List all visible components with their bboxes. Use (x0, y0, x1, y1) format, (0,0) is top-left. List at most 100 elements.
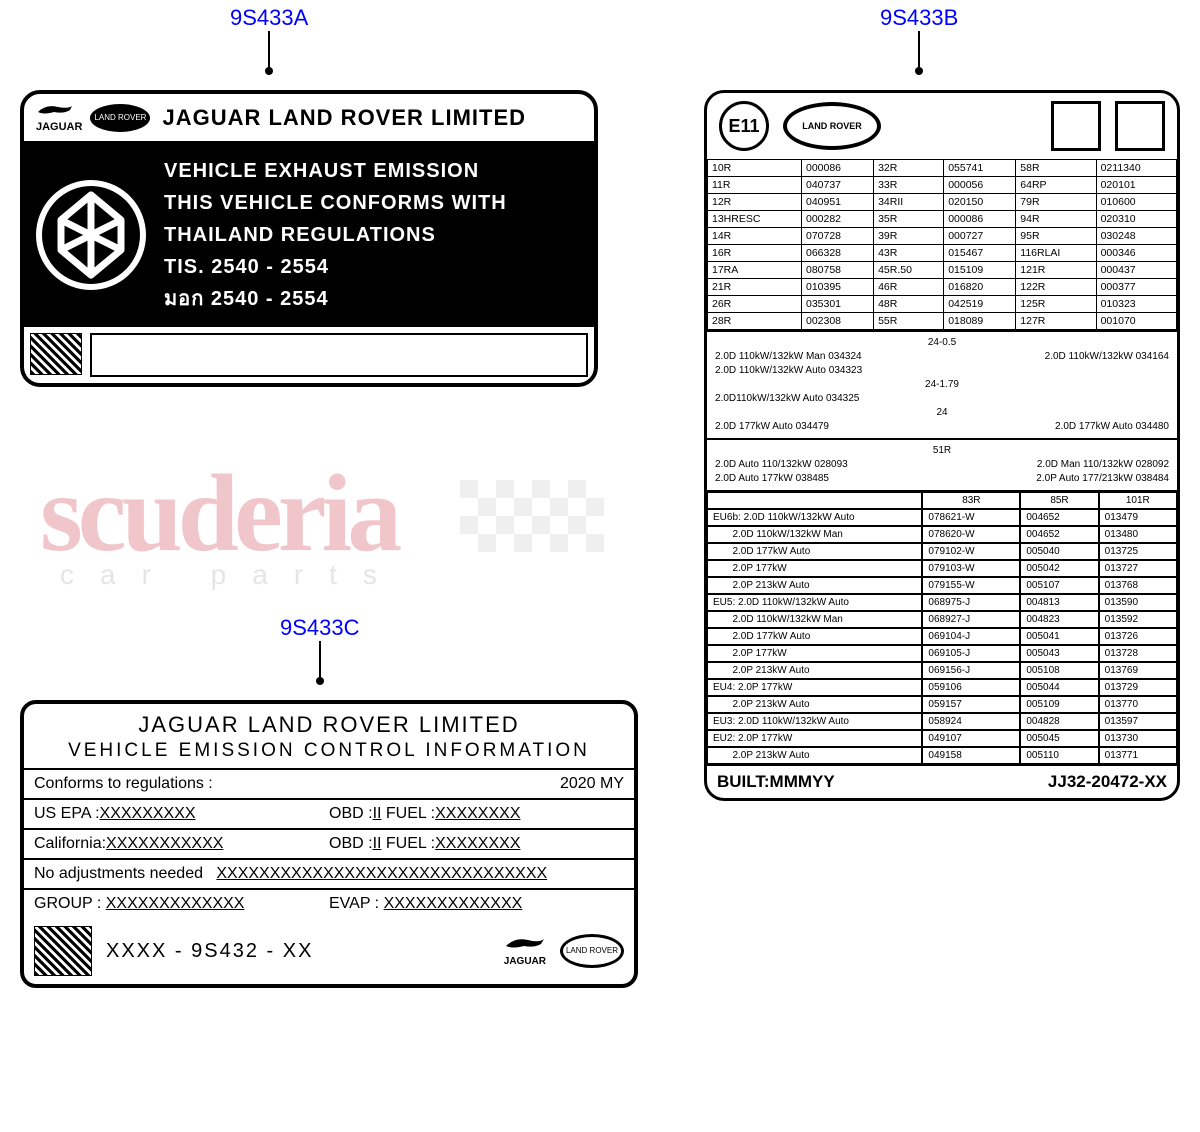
hatch-box-icon (30, 333, 82, 375)
table-cell: EU4: 2.0P 177kW (707, 679, 922, 696)
blank-field (90, 333, 588, 377)
grid-cell: 11R (708, 177, 802, 194)
section-51r: 51R 2.0D Auto 110/132kW 0280932.0D Man 1… (707, 438, 1177, 490)
table-cell: 013479 (1099, 509, 1177, 526)
grid-cell: 125R (1016, 296, 1096, 313)
table-cell: 013771 (1099, 747, 1177, 764)
grid-cell: 040737 (801, 177, 873, 194)
grid-cell: 21R (708, 279, 802, 296)
landrover-logo: LAND ROVER (90, 104, 150, 132)
table-cell: 059157 (922, 696, 1020, 713)
table-header: 83R (922, 492, 1020, 509)
grid-cell: 17RA (708, 262, 802, 279)
table-cell: 005044 (1020, 679, 1098, 696)
grid-cell: 45R.50 (874, 262, 944, 279)
emission-text: VEHICLE EXHAUST EMISSION THIS VEHICLE CO… (164, 155, 507, 315)
grid-cell: 020101 (1096, 177, 1176, 194)
grid-cell: 010600 (1096, 194, 1176, 211)
table-cell: 005040 (1020, 543, 1098, 560)
grid-cell: 43R (874, 245, 944, 262)
grid-cell: 066328 (801, 245, 873, 262)
grid-cell: 122R (1016, 279, 1096, 296)
table-cell: EU3: 2.0D 110kW/132kW Auto (707, 713, 922, 730)
watermark: scuderia car parts (40, 450, 403, 591)
grid-cell: 015467 (944, 245, 1016, 262)
grid-cell: 116RLAI (1016, 245, 1096, 262)
table-cell: 2.0P 213kW Auto (707, 577, 922, 594)
table-cell: 2.0D 177kW Auto (707, 543, 922, 560)
grid-cell: 030248 (1096, 228, 1176, 245)
callout-c: 9S433C (280, 615, 360, 685)
table-cell: 005109 (1020, 696, 1098, 713)
grid-cell: 79R (1016, 194, 1096, 211)
grid-cell: 000056 (944, 177, 1016, 194)
grid-cell: 13HRESC (708, 211, 802, 228)
grid-cell: 121R (1016, 262, 1096, 279)
grid-cell: 080758 (801, 262, 873, 279)
grid-cell: 016820 (944, 279, 1016, 296)
callout-b: 9S433B (880, 5, 958, 75)
watermark-subtext: car parts (60, 559, 403, 591)
grid-cell: 000377 (1096, 279, 1176, 296)
table-cell: 2.0P 213kW Auto (707, 662, 922, 679)
table-cell: 004652 (1020, 509, 1098, 526)
grid-cell: 042519 (944, 296, 1016, 313)
table-cell: EU2: 2.0P 177kW (707, 730, 922, 747)
table-cell: 069105-J (922, 645, 1020, 662)
grid-cell: 95R (1016, 228, 1096, 245)
watermark-text: scuderia (40, 450, 403, 577)
table-header: 101R (1099, 492, 1177, 509)
table-cell: 059106 (922, 679, 1020, 696)
table-cell: 013726 (1099, 628, 1177, 645)
conforms-row: Conforms to regulations : 2020 MY (24, 770, 634, 800)
table-cell: 2.0D 110kW/132kW Man (707, 611, 922, 628)
grid-cell: 12R (708, 194, 802, 211)
grid-cell: 64RP (1016, 177, 1096, 194)
table-cell: 013728 (1099, 645, 1177, 662)
built-row: BUILT:MMMYY JJ32-20472-XX (707, 764, 1177, 798)
grid-cell: 000086 (801, 160, 873, 177)
grid-cell: 000437 (1096, 262, 1176, 279)
table-cell: 005041 (1020, 628, 1098, 645)
table-cell: 004828 (1020, 713, 1098, 730)
e11-mark: E11 (719, 101, 769, 151)
grid-cell: 55R (874, 313, 944, 330)
table-header (707, 492, 922, 509)
grid-cell: 28R (708, 313, 802, 330)
table-cell: 013768 (1099, 577, 1177, 594)
approval-grid: 10R00008632R05574158R021134011R04073733R… (707, 159, 1177, 330)
grid-cell: 33R (874, 177, 944, 194)
label-title: VEHICLE EMISSION CONTROL INFORMATION (24, 740, 634, 770)
table-cell: 013590 (1099, 594, 1177, 611)
table-cell: 2.0P 213kW Auto (707, 747, 922, 764)
table-cell: 013480 (1099, 526, 1177, 543)
table-cell: 005107 (1020, 577, 1098, 594)
table-cell: 2.0D 177kW Auto (707, 628, 922, 645)
thai-standard-icon (36, 180, 146, 290)
group-evap-row: GROUP : XXXXXXXXXXXXX EVAP : XXXXXXXXXXX… (24, 890, 634, 918)
table-cell: EU6b: 2.0D 110kW/132kW Auto (707, 509, 922, 526)
grid-cell: 127R (1016, 313, 1096, 330)
table-cell: 049107 (922, 730, 1020, 747)
company-name: JAGUAR LAND ROVER LIMITED (24, 704, 634, 740)
table-cell: 013727 (1099, 560, 1177, 577)
part-number: XXXX - 9S432 - XX (106, 940, 313, 963)
table-cell: 078620-W (922, 526, 1020, 543)
table-cell: 013597 (1099, 713, 1177, 730)
table-cell: 013592 (1099, 611, 1177, 628)
hatch-box-icon (34, 926, 92, 976)
grid-cell: 070728 (801, 228, 873, 245)
grid-cell: 020310 (1096, 211, 1176, 228)
grid-cell: 055741 (944, 160, 1016, 177)
grid-cell: 16R (708, 245, 802, 262)
grid-cell: 0211340 (1096, 160, 1176, 177)
table-cell: 005110 (1020, 747, 1098, 764)
table-cell: 013729 (1099, 679, 1177, 696)
table-cell: 005043 (1020, 645, 1098, 662)
table-cell: 069104-J (922, 628, 1020, 645)
no-adjustments-row: No adjustments needed XXXXXXXXXXXXXXXXXX… (24, 860, 634, 890)
callout-a-label: 9S433A (230, 5, 308, 30)
table-cell: 068975-J (922, 594, 1020, 611)
grid-cell: 000727 (944, 228, 1016, 245)
table-header: 85R (1020, 492, 1098, 509)
